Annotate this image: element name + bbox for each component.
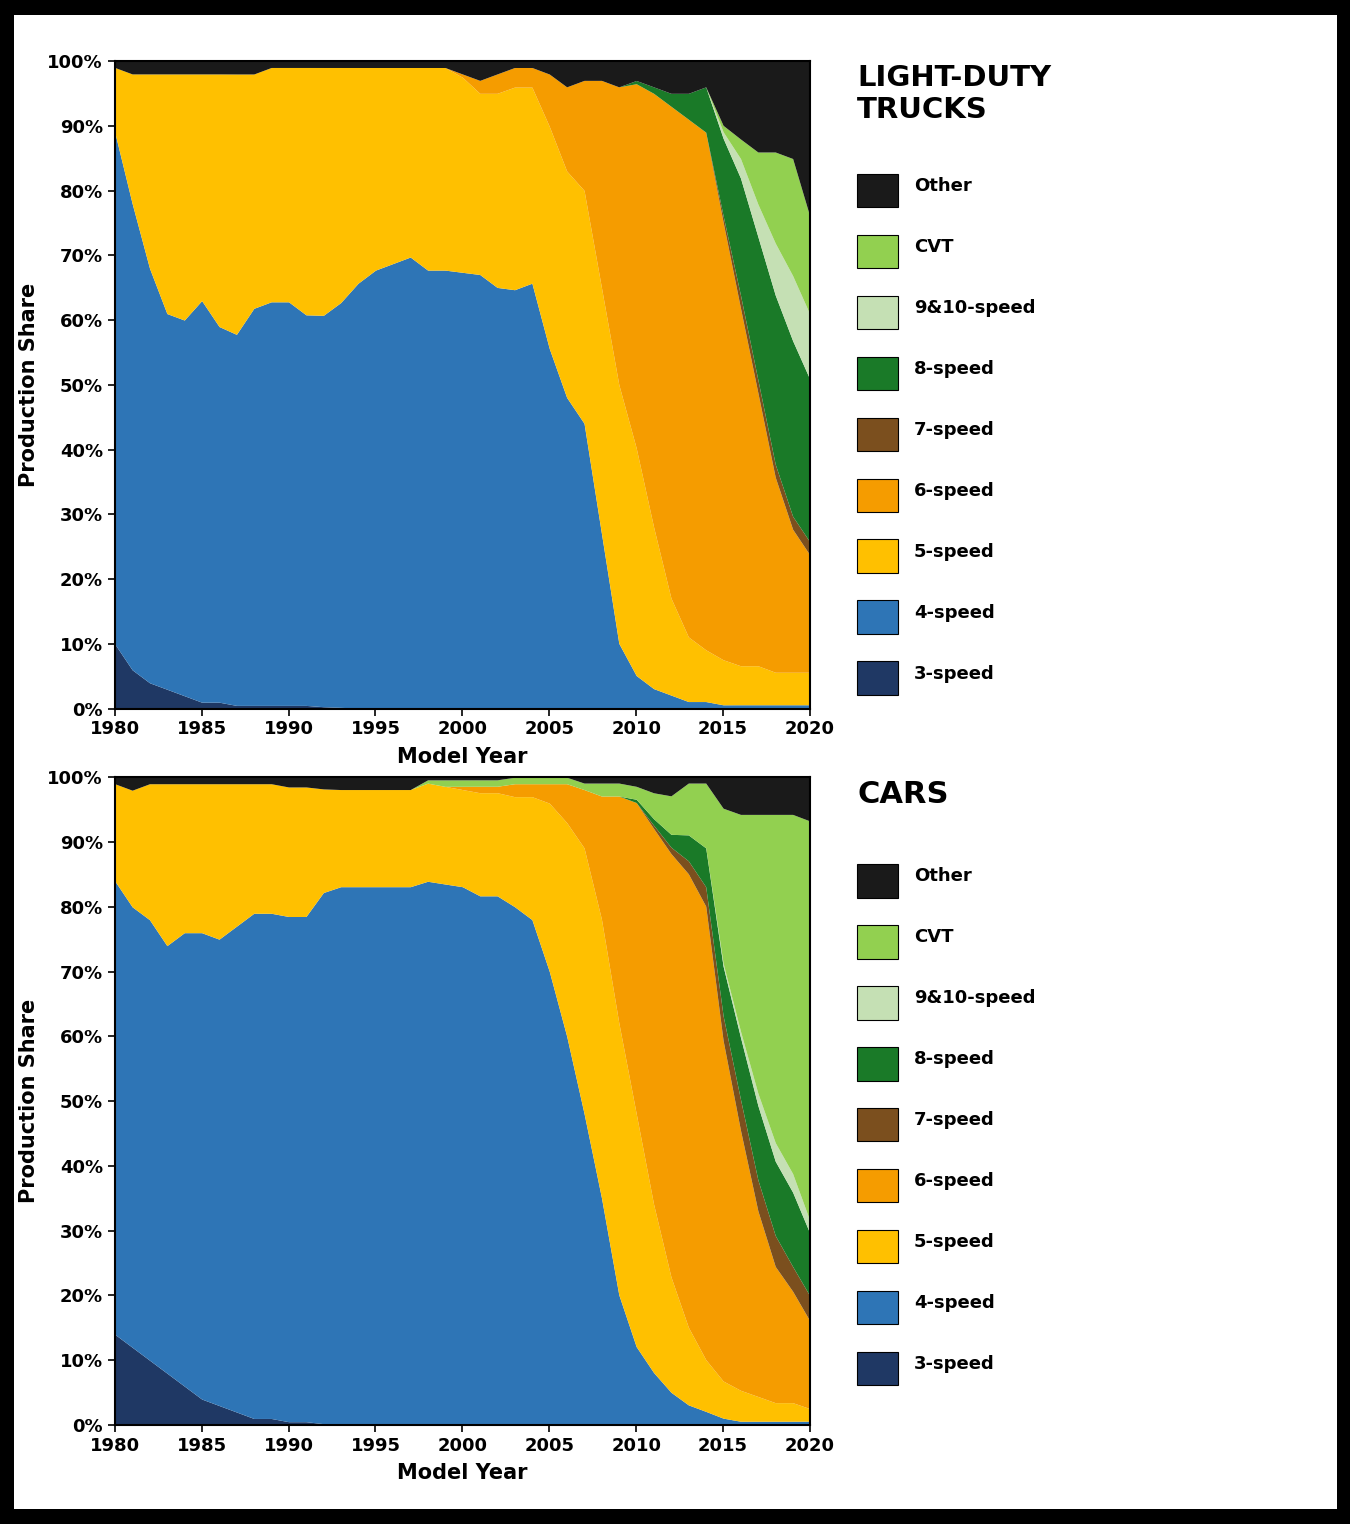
Text: 8-speed: 8-speed [914,360,995,378]
Text: 4-speed: 4-speed [914,604,995,622]
Text: 5-speed: 5-speed [914,543,995,561]
Text: 3-speed: 3-speed [914,1355,995,1373]
Text: CVT: CVT [914,928,953,946]
Text: 9&10-speed: 9&10-speed [914,299,1035,317]
Text: CVT: CVT [914,238,953,256]
Text: LIGHT-DUTY
TRUCKS: LIGHT-DUTY TRUCKS [857,64,1052,125]
X-axis label: Model Year: Model Year [397,747,528,767]
Text: 6-speed: 6-speed [914,482,995,500]
Text: 7-speed: 7-speed [914,1111,995,1129]
Text: 6-speed: 6-speed [914,1172,995,1190]
Text: 3-speed: 3-speed [914,664,995,683]
Text: Other: Other [914,867,972,885]
X-axis label: Model Year: Model Year [397,1463,528,1483]
Y-axis label: Production Share: Production Share [19,998,39,1204]
Text: 5-speed: 5-speed [914,1233,995,1251]
Text: 8-speed: 8-speed [914,1050,995,1068]
Text: 7-speed: 7-speed [914,421,995,439]
Text: 9&10-speed: 9&10-speed [914,989,1035,1007]
Y-axis label: Production Share: Production Share [19,282,39,488]
Text: 4-speed: 4-speed [914,1294,995,1312]
Text: CARS: CARS [857,780,949,809]
Text: Other: Other [914,177,972,195]
